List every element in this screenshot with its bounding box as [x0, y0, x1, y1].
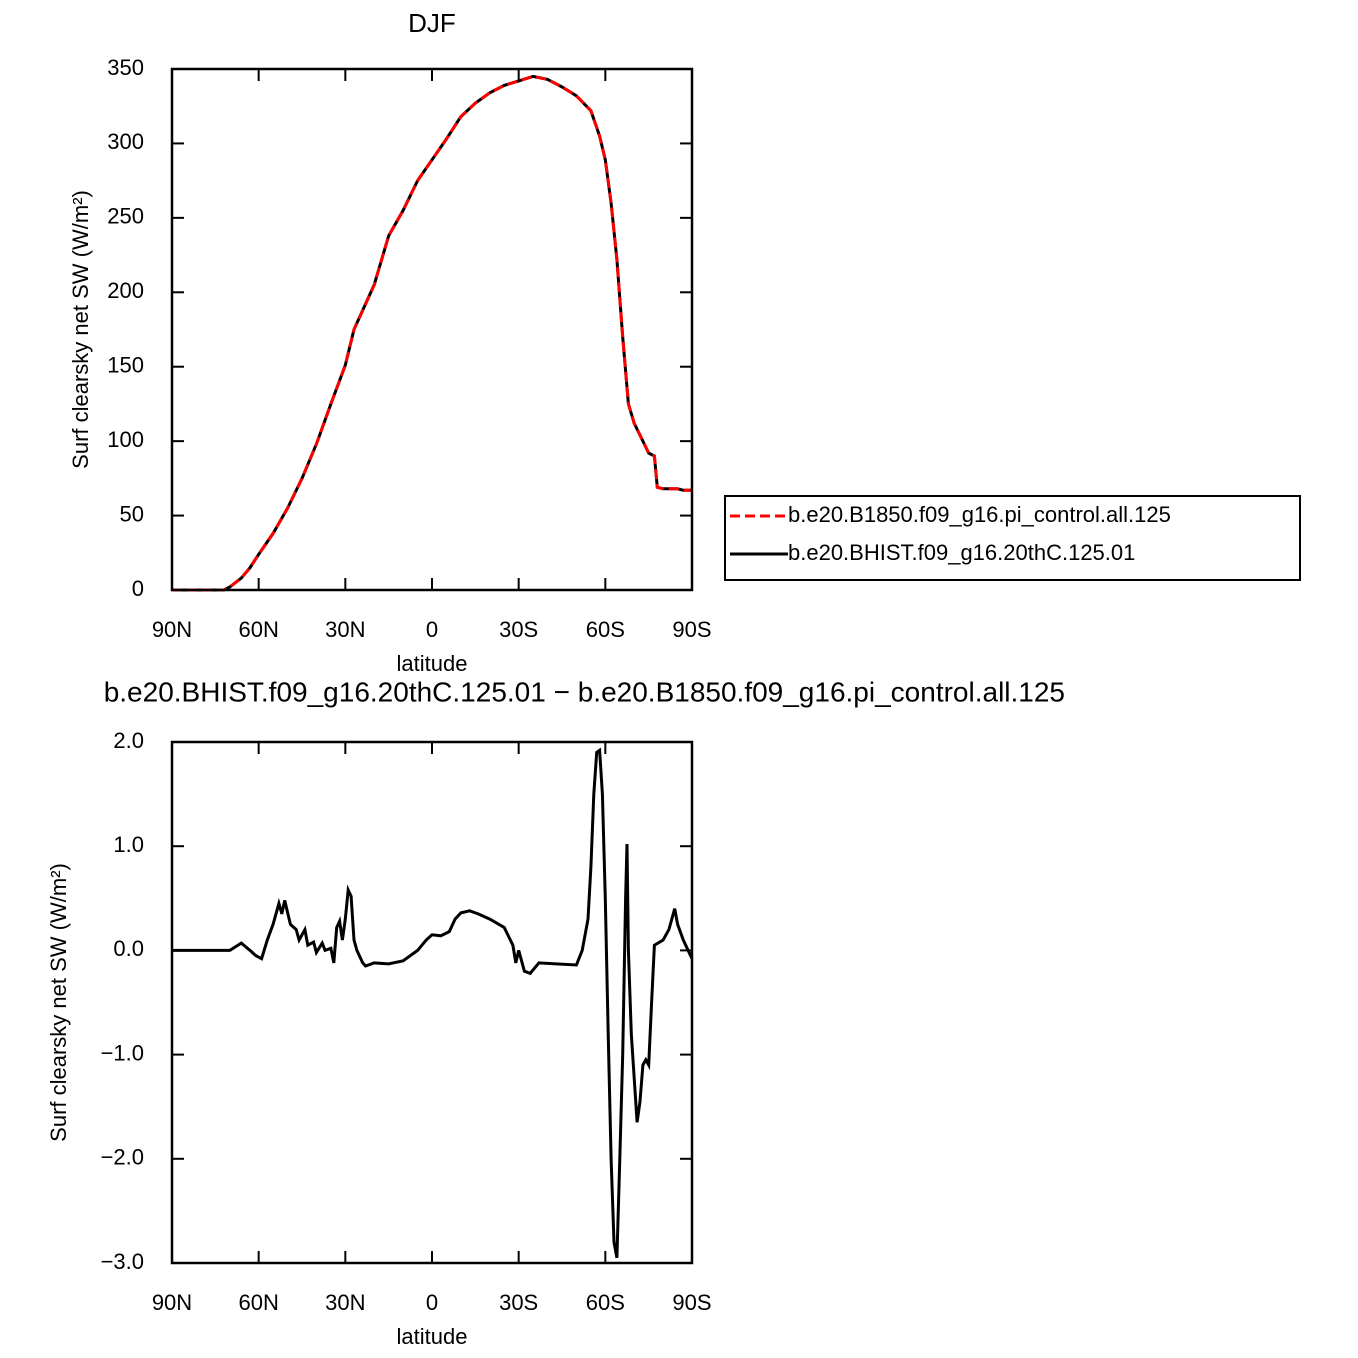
- y-tick-label: 2.0: [113, 728, 144, 753]
- data-line: [172, 74, 692, 592]
- y-tick-label: 50: [120, 501, 144, 526]
- y-tick-label: 200: [107, 278, 144, 303]
- data-line: [172, 74, 692, 592]
- y-tick-label: 0: [132, 576, 144, 601]
- x-tick-label: 60S: [586, 1290, 625, 1315]
- x-tick-label: 90S: [672, 1290, 711, 1315]
- plot-frame: [170, 740, 694, 1265]
- x-tick-label: 30N: [325, 617, 365, 642]
- y-tick-label: 350: [107, 55, 144, 80]
- chart-title: b.e20.BHIST.f09_g16.20thC.125.01 − b.e20…: [104, 676, 1065, 707]
- y-axis-label: Surf clearsky net SW (W/m²): [46, 863, 71, 1142]
- x-tick-label: 0: [426, 1290, 438, 1315]
- x-tick-label: 30S: [499, 617, 538, 642]
- chart-title: DJF: [408, 8, 456, 38]
- y-tick-label: −2.0: [101, 1145, 144, 1170]
- legend-label: b.e20.BHIST.f09_g16.20thC.125.01: [788, 540, 1135, 565]
- x-tick-label: 60S: [586, 617, 625, 642]
- x-tick-label: 30S: [499, 1290, 538, 1315]
- y-tick-label: 100: [107, 427, 144, 452]
- y-tick-label: −3.0: [101, 1249, 144, 1274]
- y-tick-label: 1.0: [113, 832, 144, 857]
- x-tick-label: 60N: [238, 617, 278, 642]
- x-tick-label: 90S: [672, 617, 711, 642]
- x-axis-label: latitude: [397, 651, 468, 676]
- x-tick-label: 0: [426, 617, 438, 642]
- y-tick-label: 0.0: [113, 936, 144, 961]
- y-tick-label: 250: [107, 204, 144, 229]
- x-tick-label: 90N: [152, 1290, 192, 1315]
- y-tick-label: −1.0: [101, 1040, 144, 1065]
- y-tick-label: 150: [107, 353, 144, 378]
- x-tick-label: 60N: [238, 1290, 278, 1315]
- y-tick-label: 300: [107, 129, 144, 154]
- legend-label: b.e20.B1850.f09_g16.pi_control.all.125: [788, 502, 1171, 527]
- x-tick-label: 90N: [152, 617, 192, 642]
- plot-frame: [170, 67, 694, 592]
- legend-box: [724, 495, 1301, 581]
- x-tick-label: 30N: [325, 1290, 365, 1315]
- y-axis-label: Surf clearsky net SW (W/m²): [68, 190, 93, 469]
- data-line: [172, 747, 694, 1259]
- x-axis-label: latitude: [397, 1324, 468, 1349]
